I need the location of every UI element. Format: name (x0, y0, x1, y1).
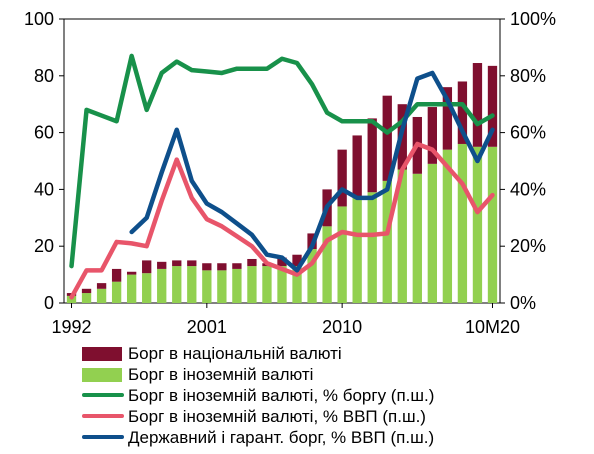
bar-foreign-currency-debt-2005 (262, 266, 272, 303)
bar-foreign-currency-debt-1998 (157, 268, 167, 303)
debt-chart: 0 20 40 60 80 100 0% 20% 40% 60% 80% 100% 1992 2001 20… (24, 9, 556, 337)
x-tick-label: 10M20 (465, 317, 520, 337)
foreign-share-of-debt-line (69, 53, 495, 269)
legend-swatch-national-currency-debt (82, 347, 122, 361)
bar-national-currency-debt-1999 (172, 260, 182, 267)
bar-foreign-currency-debt-2019 (472, 146, 483, 303)
left-tick-label: 0 (44, 293, 54, 313)
bar-foreign-currency-debt-1995 (111, 281, 122, 303)
legend-label-foreign-share-of-debt: Борг в іноземній валюті, % боргу (п.ш.) (128, 386, 435, 405)
bar-foreign-currency-debt-2008 (307, 249, 317, 303)
bar-national-currency-debt-2007 (292, 254, 302, 267)
right-tick-label: 80% (510, 66, 546, 86)
legend-swatch-foreign-debt-gdp (82, 414, 124, 418)
left-tick-label: 60 (34, 123, 54, 143)
bar-foreign-currency-debt-1993 (81, 293, 92, 303)
right-tick-label: 100% (510, 9, 556, 29)
bar-national-currency-debt-2013 (382, 95, 392, 181)
bar-national-currency-debt-1998 (157, 261, 167, 269)
bar-foreign-currency-debt-1999 (172, 266, 182, 303)
bar-foreign-currency-debt-2014 (397, 169, 407, 303)
bar-foreign-currency-debt-1994 (96, 288, 107, 303)
legend-item-foreign-currency-debt: Борг в іноземній валюті (82, 364, 582, 385)
legend-swatch-foreign-currency-debt (82, 368, 122, 382)
x-tick-label: 2001 (187, 317, 227, 337)
legend-item-public-guaranteed-debt-gdp: Державний і гарант. борг, % ВВП (п.ш.) (82, 427, 582, 448)
legend-label-foreign-currency-debt: Борг в іноземній валюті (128, 365, 314, 384)
bar-foreign-currency-debt-2006 (277, 266, 287, 303)
foreign-debt-gdp-line (69, 141, 495, 300)
bar-national-currency-debt-1994 (96, 283, 107, 289)
legend-label-public-guaranteed-debt-gdp: Державний і гарант. борг, % ВВП (п.ш.) (128, 428, 435, 447)
legend-item-national-currency-debt: Борг в національній валюті (82, 343, 582, 364)
bar-foreign-currency-debt-1996 (126, 274, 137, 303)
x-tick-label: 2010 (322, 317, 362, 337)
bar-foreign-currency-debt-2013 (382, 180, 392, 303)
right-tick-label: 20% (510, 236, 546, 256)
chart-legend: Борг в національній валюті Борг в інозем… (82, 343, 582, 448)
bar-national-currency-debt-2010 (337, 149, 347, 207)
bar-national-currency-debt-2004 (247, 258, 257, 267)
bar-national-currency-debt-2001 (202, 263, 212, 271)
legend-swatch-public-guaranteed-debt-gdp (82, 435, 124, 439)
bar-national-currency-debt-2016 (427, 107, 437, 164)
bar-national-currency-debt-10M20 (487, 65, 498, 147)
legend-item-foreign-share-of-debt: Борг в іноземній валюті, % боргу (п.ш.) (82, 385, 582, 406)
bar-foreign-currency-debt-2018 (457, 143, 468, 303)
legend-label-national-currency-debt: Борг в національній валюті (128, 344, 342, 363)
bar-foreign-currency-debt-2016 (427, 163, 437, 303)
legend-label-foreign-debt-gdp: Борг в іноземній валюті, % ВВП (п.ш.) (128, 407, 426, 426)
right-tick-label: 60% (510, 123, 546, 143)
bar-foreign-currency-debt-2002 (217, 270, 227, 303)
bar-foreign-currency-debt-2017 (442, 149, 453, 303)
left-tick-label: 100 (24, 9, 54, 29)
bar-foreign-currency-debt-2009 (322, 226, 332, 303)
public-guaranteed-debt-gdp-line (129, 70, 495, 273)
bar-national-currency-debt-2000 (187, 260, 197, 267)
bar-national-currency-debt-2006 (277, 257, 287, 267)
bar-national-currency-debt-1995 (111, 268, 122, 282)
bar-foreign-currency-debt-2007 (292, 266, 302, 303)
legend-swatch-foreign-share-of-debt (82, 393, 124, 397)
bar-foreign-currency-debt-2003 (232, 268, 242, 303)
bar-foreign-currency-debt-2011 (352, 197, 362, 303)
legend-item-foreign-debt-gdp: Борг в іноземній валюті, % ВВП (п.ш.) (82, 406, 582, 427)
bar-foreign-currency-debt-1997 (142, 273, 152, 303)
left-tick-label: 80 (34, 66, 54, 86)
bar-national-currency-debt-2019 (472, 63, 483, 147)
bar-foreign-currency-debt-2012 (367, 192, 377, 303)
right-tick-label: 40% (510, 179, 546, 199)
left-tick-label: 20 (34, 236, 54, 256)
bar-national-currency-debt-1997 (142, 260, 152, 274)
bar-foreign-currency-debt-2015 (412, 173, 422, 303)
right-tick-label: 0% (510, 293, 536, 313)
bar-foreign-currency-debt-10M20 (487, 146, 498, 303)
bar-foreign-currency-debt-2004 (247, 266, 257, 303)
bar-national-currency-debt-2012 (367, 118, 377, 193)
bar-national-currency-debt-2002 (217, 263, 227, 271)
bar-foreign-currency-debt-2001 (202, 270, 212, 303)
bar-foreign-currency-debt-2000 (187, 266, 197, 303)
bar-national-currency-debt-1993 (81, 288, 92, 294)
bar-national-currency-debt-2017 (442, 87, 453, 150)
bar-foreign-currency-debt-2010 (337, 206, 347, 303)
bar-national-currency-debt-2011 (352, 135, 362, 198)
bar-national-currency-debt-2003 (232, 263, 242, 269)
bar-national-currency-debt-1996 (126, 271, 137, 275)
x-tick-label: 1992 (51, 317, 91, 337)
bar-national-currency-debt-2018 (457, 81, 468, 144)
left-tick-label: 40 (34, 179, 54, 199)
